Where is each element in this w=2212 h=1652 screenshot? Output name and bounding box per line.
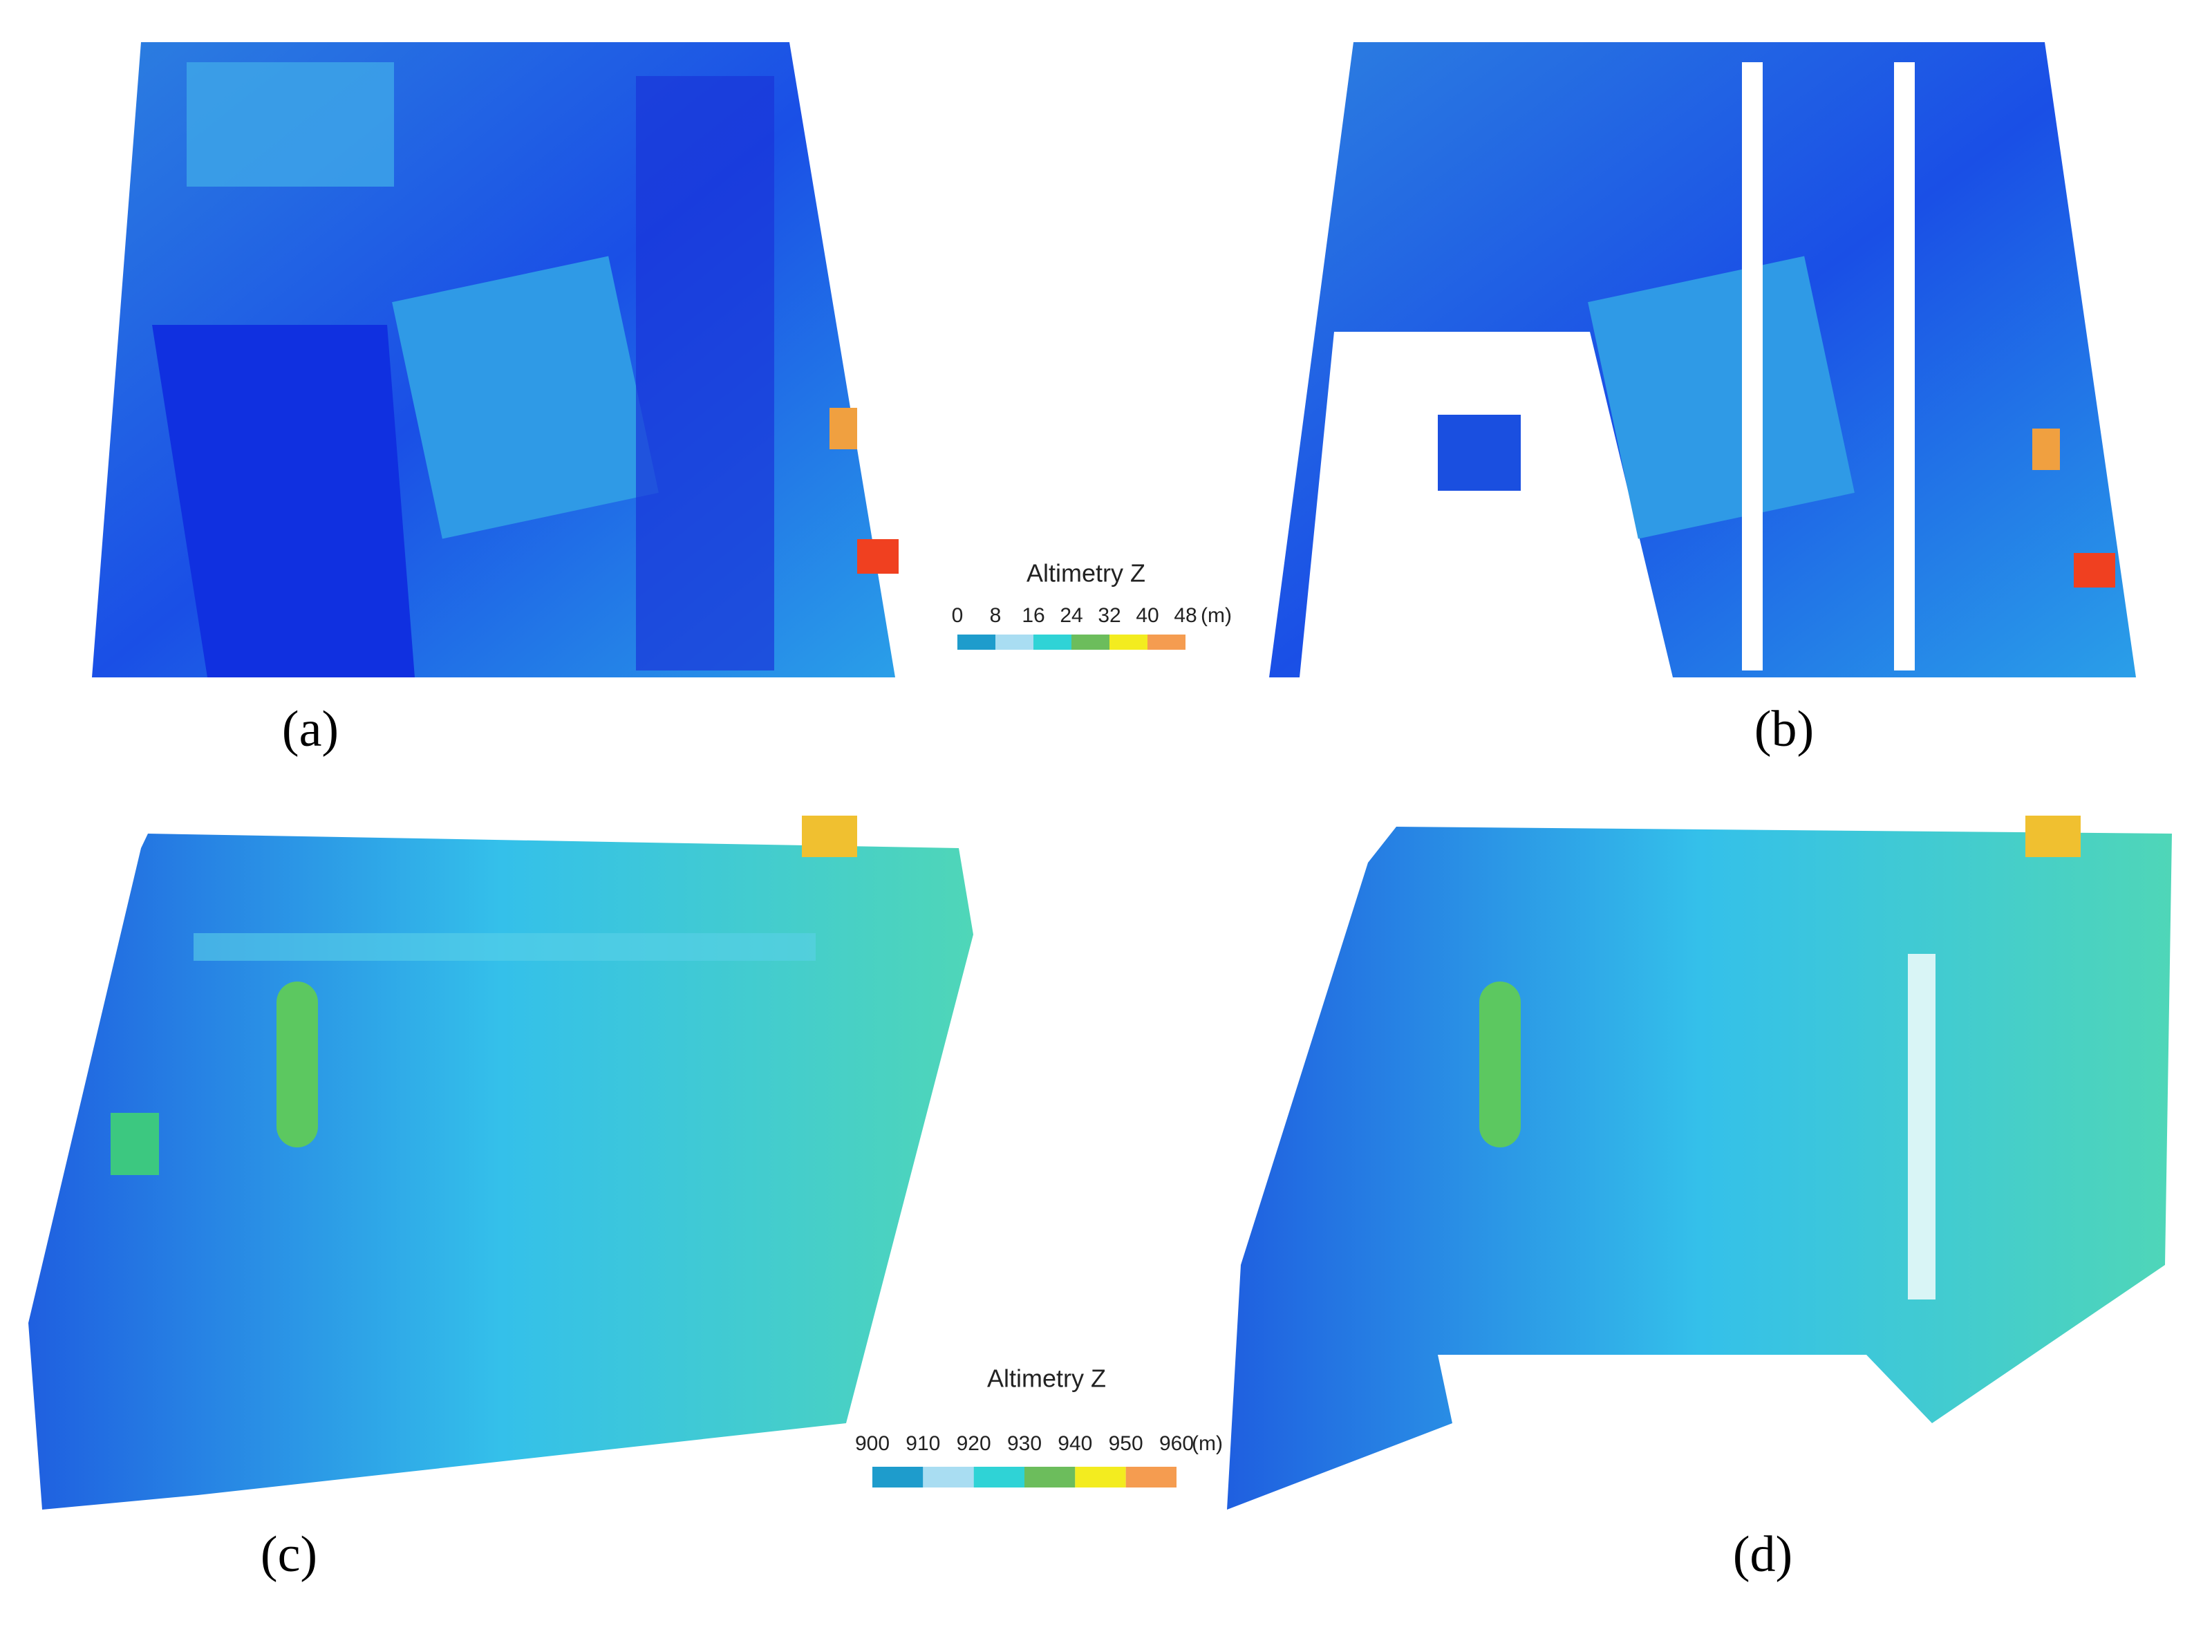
point-cloud-d (1227, 816, 2172, 1510)
legend-title: Altimetry Z (987, 1364, 1106, 1393)
legend-tick-label: 48 (1174, 604, 1197, 627)
legend-tick-label: 920 (957, 1432, 991, 1455)
legend-tick-label: 960 (1159, 1432, 1194, 1455)
legend-tick-label: 910 (906, 1432, 940, 1455)
legend-title: Altimetry Z (1027, 559, 1145, 588)
color-swatch (1071, 635, 1109, 650)
color-swatch (1024, 1467, 1076, 1487)
color-swatch (923, 1467, 974, 1487)
legend-tick-label: 940 (1058, 1432, 1092, 1455)
panel-label: (b) (1754, 701, 1814, 758)
legend-tick-label: 930 (1007, 1432, 1042, 1455)
legend-tick-label: 900 (855, 1432, 890, 1455)
color-swatch (957, 635, 995, 650)
legend-tick-label: 40 (1136, 604, 1159, 627)
color-swatch (1075, 1467, 1126, 1487)
legend-tick-label: 8 (990, 604, 1002, 627)
legend-unit: (m) (1201, 604, 1232, 627)
color-swatch (872, 1467, 924, 1487)
color-swatch (1147, 635, 1185, 650)
legend-tick-label: 24 (1060, 604, 1082, 627)
color-swatch (995, 635, 1033, 650)
legend-tick-label: 16 (1022, 604, 1044, 627)
panel-label: (c) (261, 1526, 317, 1583)
legend-tick-label: 32 (1098, 604, 1121, 627)
color-swatch (1125, 1467, 1177, 1487)
panel-label: (d) (1733, 1526, 1792, 1583)
panel-label: (a) (282, 701, 339, 758)
legends: Altimetry Z0 8 16 24 32 40 48 (m)Altimetry Z900… (855, 559, 1232, 1487)
legend-tick-label: 0 (952, 604, 964, 627)
legend-unit: (m) (1192, 1432, 1223, 1455)
point-cloud-a (92, 42, 899, 677)
color-swatch (1109, 635, 1147, 650)
point-cloud-b (1269, 42, 2136, 677)
color-swatch (1033, 635, 1071, 650)
color-swatch (973, 1467, 1024, 1487)
legend-tick-label: 950 (1109, 1432, 1143, 1455)
point-cloud-c (28, 816, 973, 1510)
